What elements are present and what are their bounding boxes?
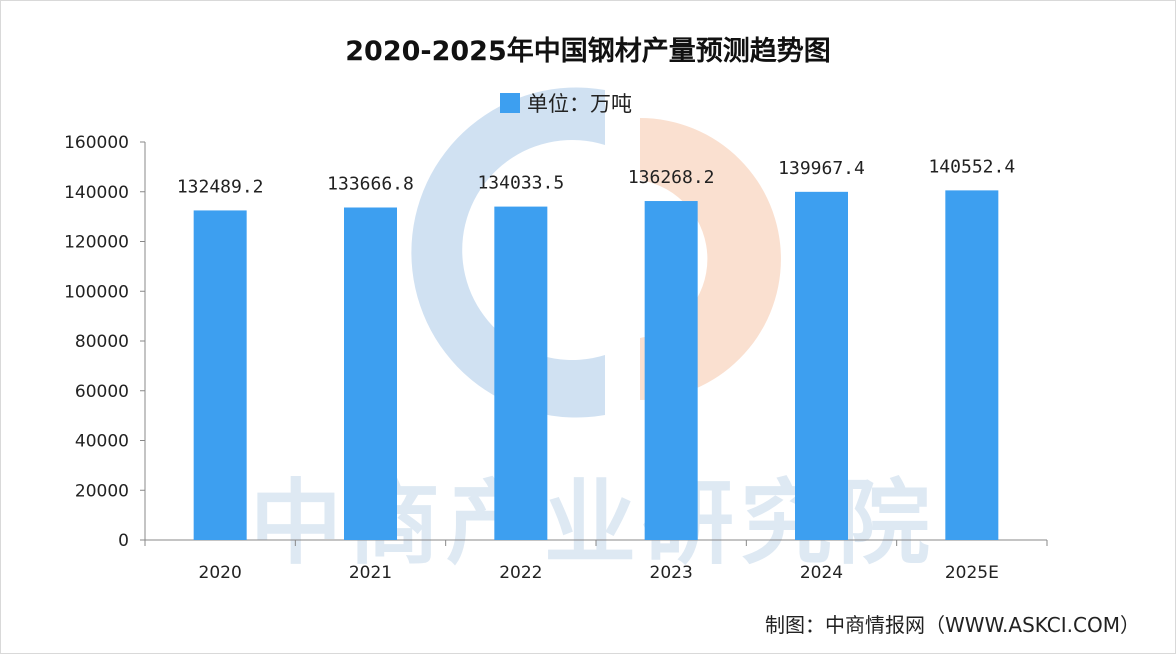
chart-title: 2020-2025年中国钢材产量预测趋势图 bbox=[345, 35, 831, 67]
x-tick-label-2022: 2022 bbox=[499, 563, 542, 583]
source-credit: 制图：中商情报网（WWW.ASKCI.COM） bbox=[765, 613, 1140, 637]
data-label-2020: 132489.2 bbox=[177, 176, 264, 197]
y-tick-label: 120000 bbox=[64, 233, 129, 253]
bar-2023 bbox=[644, 201, 698, 541]
x-tick-label-2024: 2024 bbox=[800, 563, 843, 583]
data-label-2022: 134033.5 bbox=[477, 173, 564, 194]
y-tick-label: 160000 bbox=[64, 133, 129, 153]
watermark-arc-blue bbox=[411, 87, 605, 418]
x-tick-label-2025E: 2025E bbox=[945, 563, 999, 583]
bar-2024 bbox=[795, 191, 848, 540]
bars bbox=[193, 190, 999, 541]
x-tick-label-2020: 2020 bbox=[199, 563, 242, 583]
data-label-2023: 136268.2 bbox=[628, 167, 715, 188]
data-label-2025E: 140552.4 bbox=[928, 156, 1015, 177]
bar-2022 bbox=[494, 206, 548, 540]
y-tick-label: 40000 bbox=[75, 432, 129, 452]
bar-2021 bbox=[344, 207, 397, 540]
data-label-2024: 139967.4 bbox=[778, 158, 865, 179]
y-tick-label: 100000 bbox=[64, 282, 129, 302]
data-labels: 132489.2 133666.8 134033.5 136268.2 139967.4… bbox=[177, 156, 1015, 197]
bar-2025E bbox=[945, 190, 999, 540]
y-tick-label: 20000 bbox=[75, 481, 129, 501]
y-axis-ticks: 0 20000 40000 60000 80000 100000 120000 140000 1… bbox=[64, 133, 145, 551]
y-tick-label: 60000 bbox=[75, 382, 129, 402]
bar-2020 bbox=[193, 210, 247, 541]
data-label-2021: 133666.8 bbox=[327, 174, 414, 195]
legend-swatch bbox=[500, 93, 520, 113]
x-tick-label-2021: 2021 bbox=[349, 563, 392, 583]
y-tick-label: 140000 bbox=[64, 183, 129, 203]
legend-label: 单位：万吨 bbox=[527, 92, 632, 116]
y-tick-label: 80000 bbox=[75, 332, 129, 352]
x-tick-label-2023: 2023 bbox=[650, 563, 693, 583]
legend: 单位：万吨 bbox=[500, 92, 632, 116]
y-tick-label: 0 bbox=[118, 531, 129, 551]
x-axis-ticks: 2020 2021 2022 2023 2024 2025E bbox=[144, 540, 1048, 583]
